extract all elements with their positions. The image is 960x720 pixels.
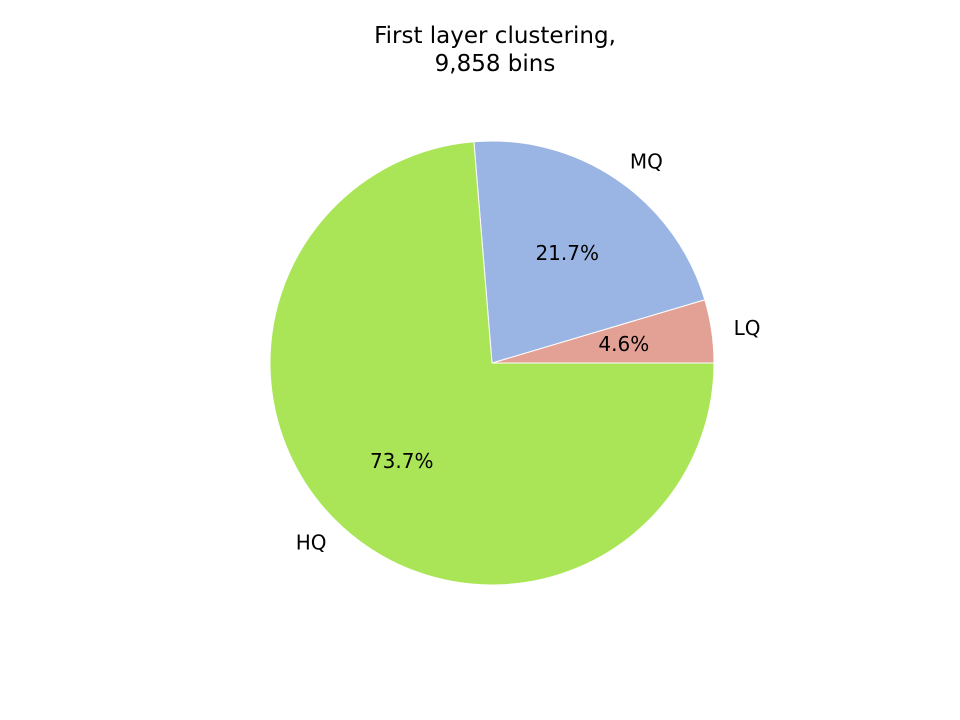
chart-title: First layer clustering, 9,858 bins	[374, 23, 616, 77]
pie-slice-mq	[473, 140, 706, 364]
slice-percent-mq: 21.7%	[535, 241, 599, 265]
slice-label-lq: LQ	[734, 316, 761, 340]
slice-label-mq: MQ	[630, 149, 663, 173]
pie-slice-hq	[269, 141, 715, 586]
pie-slices	[269, 140, 715, 586]
slice-label-hq: HQ	[296, 531, 327, 555]
pie-labels: LQ 4.6% MQ 21.7% HQ 73.7%	[296, 149, 761, 554]
slice-percent-lq: 4.6%	[598, 332, 649, 356]
slice-percent-hq: 73.7%	[370, 449, 434, 473]
